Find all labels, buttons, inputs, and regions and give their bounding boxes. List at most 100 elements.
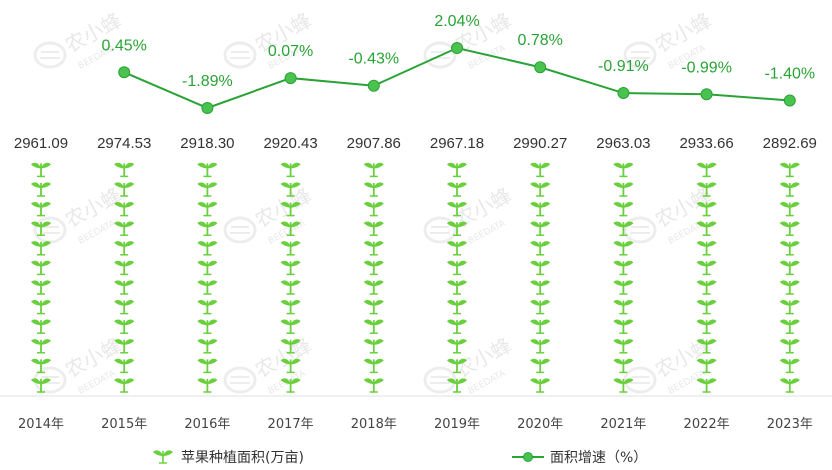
sprout-icon <box>530 182 551 197</box>
sprout-icon <box>779 299 800 315</box>
sprout-icon <box>696 280 717 295</box>
x-tick-label: 2017年 <box>268 417 314 432</box>
sprout-icon <box>363 280 384 295</box>
sprout-icon <box>613 182 634 197</box>
sprout-icon <box>31 339 51 354</box>
growth-value-label: -1.40% <box>764 66 815 83</box>
area-value-label: 2967.18 <box>430 135 484 152</box>
sprout-icon <box>197 358 218 374</box>
growth-value-labels: 0.45% -1.89% 0.07% -0.43% 2.04% 0.78% -0.91% -0… <box>102 13 816 90</box>
sprout-icon <box>530 201 551 217</box>
sprout-icon <box>197 299 218 315</box>
sprout-icon <box>363 221 384 236</box>
legend: 苹果种植面积(万亩) 面积增速（%） <box>153 449 647 466</box>
growth-value-label: 0.78% <box>518 32 563 49</box>
sprout-icon <box>31 280 51 295</box>
sprout-icon <box>31 358 51 374</box>
sprout-icon <box>114 162 135 178</box>
sprout-icon <box>114 280 135 295</box>
sprout-icon <box>447 241 467 256</box>
sprout-icon <box>197 378 218 393</box>
sprout-icon <box>31 260 51 276</box>
area-value-label: 2933.66 <box>679 135 733 152</box>
x-tick-label: 2019年 <box>434 417 480 432</box>
line-series-growth <box>118 42 796 114</box>
growth-point <box>201 102 214 114</box>
sprout-icon <box>779 260 800 276</box>
sprout-icon <box>280 241 301 256</box>
sprout-icon <box>447 221 467 236</box>
sprout-icon <box>696 221 717 236</box>
area-value-label: 2892.69 <box>763 135 817 152</box>
sprout-icon <box>363 358 384 374</box>
sprout-icon <box>114 221 135 236</box>
sprout-icon <box>696 162 717 178</box>
sprout-icon <box>31 182 51 197</box>
legend-item-growth[interactable]: 面积增速（%） <box>512 450 647 466</box>
sprout-icon <box>530 339 551 354</box>
area-value-label: 2961.09 <box>14 135 68 152</box>
sprout-icon <box>31 162 51 178</box>
sprout-icon <box>197 241 218 256</box>
sprout-icon <box>31 378 51 393</box>
x-tick-label: 2016年 <box>184 417 230 432</box>
sprout-icon <box>696 260 717 276</box>
sprout-icon <box>696 201 717 217</box>
sprout-icon <box>447 358 467 374</box>
bar-2023年 <box>779 162 800 393</box>
sprout-icon <box>363 162 384 178</box>
area-value-label: 2990.27 <box>513 135 567 152</box>
sprout-icon <box>779 241 800 256</box>
sprout-icon <box>530 378 551 393</box>
sprout-icon <box>530 319 551 334</box>
sprout-icon <box>779 182 800 197</box>
sprout-icon <box>779 201 800 217</box>
growth-point <box>617 87 630 100</box>
sprout-icon <box>696 378 717 393</box>
sprout-icon <box>280 162 301 178</box>
sprout-icon <box>197 182 218 197</box>
sprout-icon <box>363 339 384 354</box>
sprout-icon <box>114 241 135 256</box>
sprout-icon <box>31 201 51 217</box>
sprout-icon <box>779 339 800 354</box>
sprout-icon <box>696 319 717 334</box>
sprout-icon <box>280 378 301 393</box>
sprout-icon <box>31 221 51 236</box>
sprout-icon <box>696 339 717 354</box>
sprout-icon <box>779 319 800 334</box>
sprout-icon <box>114 378 135 393</box>
x-tick-label: 2015年 <box>101 417 147 432</box>
x-tick-label: 2022年 <box>684 417 730 432</box>
sprout-icon <box>363 319 384 334</box>
sprout-icon <box>114 260 135 276</box>
sprout-icon <box>613 339 634 354</box>
x-tick-label: 2020年 <box>517 417 563 432</box>
bar-2015年 <box>114 162 135 393</box>
area-value-label: 2963.03 <box>596 135 650 152</box>
sprout-icon <box>197 201 218 217</box>
sprout-icon <box>779 162 800 178</box>
sprout-icon <box>696 299 717 315</box>
sprout-icon <box>447 162 467 178</box>
sprout-icon <box>613 162 634 178</box>
area-value-labels: 2961.09 2974.53 2918.30 2920.43 2907.86 2967.… <box>14 135 817 152</box>
growth-value-label: -0.91% <box>598 58 649 75</box>
growth-point <box>700 88 713 101</box>
bar-2017年 <box>280 162 301 393</box>
area-value-label: 2918.30 <box>180 135 234 152</box>
legend-item-area[interactable]: 苹果种植面积(万亩) <box>153 449 304 466</box>
bar-2018年 <box>363 162 384 393</box>
area-value-label: 2974.53 <box>97 135 151 152</box>
bar-2014年 <box>31 162 51 393</box>
sprout-icon <box>197 162 218 178</box>
growth-value-label: 0.07% <box>268 43 313 60</box>
sprout-icon <box>197 260 218 276</box>
bar-2019年 <box>447 162 467 393</box>
sprout-icon <box>447 319 467 334</box>
